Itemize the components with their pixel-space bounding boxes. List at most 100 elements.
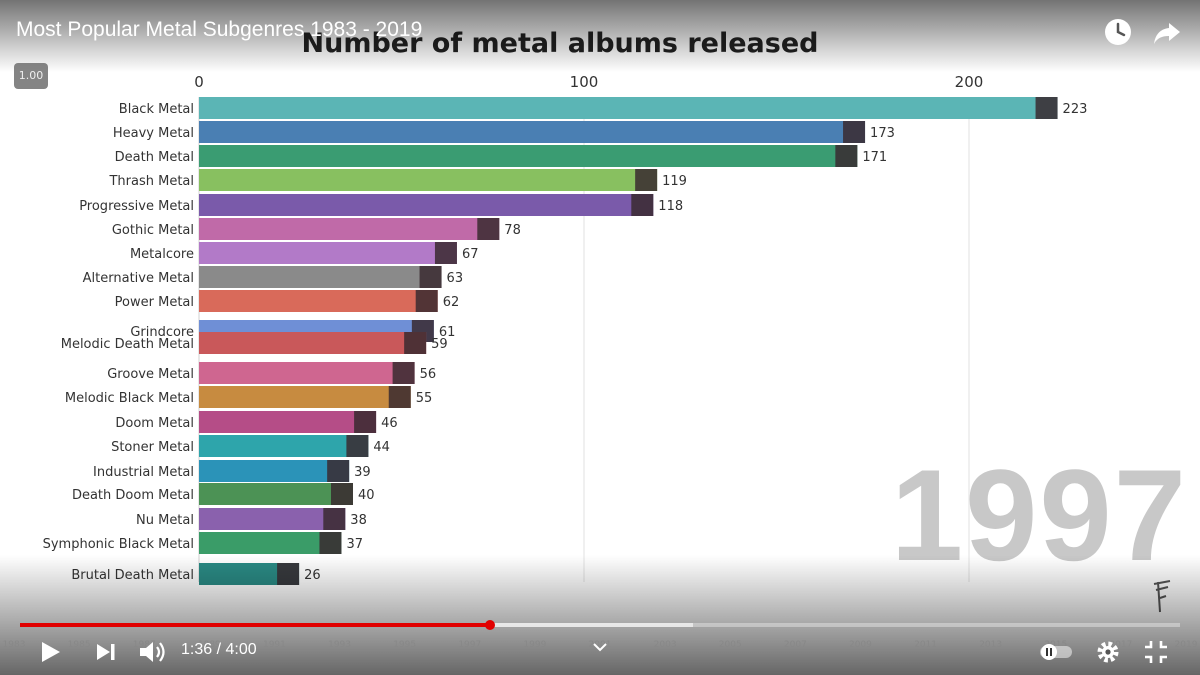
bar-row: Alternative Metal 63: [83, 266, 463, 288]
value-label: 39: [354, 465, 371, 480]
album-thumbnail: [415, 290, 438, 312]
year-watermark: 1997: [890, 442, 1188, 588]
bar-row: Stoner Metal 44: [111, 435, 390, 457]
album-thumbnail: [392, 362, 415, 384]
autoplay-toggle-icon[interactable]: [1036, 638, 1076, 666]
bar-row: Groove Metal 56: [107, 362, 436, 384]
bar-row: Thrash Metal 119: [108, 169, 687, 191]
bar-row: Gothic Metal 78: [112, 218, 521, 240]
category-label: Stoner Metal: [111, 440, 194, 455]
timeline-year: 1995: [393, 640, 417, 650]
bar: [199, 411, 377, 433]
category-label: Industrial Metal: [93, 465, 194, 480]
share-icon[interactable]: [1152, 17, 1182, 47]
video-title[interactable]: Most Popular Metal Subgenres 1983 - 2019: [16, 18, 423, 41]
bar: [199, 218, 500, 240]
value-label: 40: [358, 488, 375, 503]
timeline-year: 1989: [197, 640, 221, 650]
bar: [199, 121, 866, 143]
category-label: Melodic Death Metal: [61, 337, 194, 352]
chevron-down-icon[interactable]: [590, 640, 610, 656]
value-label: 59: [431, 337, 448, 352]
timeline-year: 2003: [653, 640, 677, 650]
bar-row: Symphonic Black Metal 37: [43, 532, 363, 554]
x-tick-label: 200: [955, 73, 984, 91]
bar: [199, 290, 438, 312]
timeline-year: 2011: [914, 640, 937, 650]
next-icon[interactable]: [93, 638, 119, 666]
bar-row: Progressive Metal 118: [79, 194, 683, 216]
speed-badge: 1.00: [14, 63, 48, 89]
timeline-year: 1999: [523, 640, 547, 650]
settings-gear-icon[interactable]: [1094, 638, 1122, 666]
album-thumbnail: [404, 332, 427, 354]
time-display: 1:36 / 4:00: [181, 641, 257, 659]
value-label: 119: [662, 174, 687, 189]
progress-played: [20, 623, 490, 627]
value-label: 67: [462, 247, 479, 262]
bar: [199, 332, 427, 354]
timeline-year-strip: 1983 1985 1987 1989 1991 1993 1995 1997 1999 2001…: [0, 640, 1200, 654]
category-label: Heavy Metal: [113, 126, 194, 141]
clock-icon[interactable]: [1103, 17, 1133, 47]
album-thumbnail: [419, 266, 442, 288]
bar: [199, 460, 350, 482]
timeline-year: 2013: [979, 640, 1003, 650]
timeline-year: 1985: [67, 640, 91, 650]
bar: [199, 435, 369, 457]
album-thumbnail: [434, 242, 457, 264]
category-label: Power Metal: [115, 295, 194, 310]
timeline-year: 2007: [783, 640, 807, 650]
channel-logo-icon: [1153, 580, 1171, 613]
bar-row: Metalcore 67: [130, 242, 479, 264]
timeline-year: 1983: [2, 640, 26, 650]
album-thumbnail: [277, 563, 300, 585]
x-tick-label: 0: [194, 73, 204, 91]
bar: [199, 532, 342, 554]
album-thumbnail: [327, 460, 350, 482]
album-thumbnail: [835, 145, 858, 167]
timeline-year: 2015: [1044, 640, 1068, 650]
bar-row: Doom Metal 46: [115, 411, 398, 433]
bar: [199, 194, 654, 216]
bar: [199, 508, 346, 530]
category-label: Symphonic Black Metal: [43, 537, 194, 552]
time-total: 4:00: [225, 641, 257, 658]
album-thumbnail: [1035, 97, 1058, 119]
album-thumbnail: [388, 386, 411, 408]
play-icon[interactable]: [38, 638, 64, 666]
time-separator: /: [212, 641, 226, 658]
value-label: 61: [439, 325, 456, 340]
bar-row: Heavy Metal 173: [113, 121, 895, 143]
progress-bar[interactable]: [20, 620, 1180, 630]
time-current: 1:36: [181, 641, 213, 658]
value-label: 63: [447, 271, 464, 286]
bar: [199, 242, 457, 264]
exit-fullscreen-icon[interactable]: [1142, 638, 1170, 666]
category-label: Gothic Metal: [112, 223, 194, 238]
timeline-year: 2005: [718, 640, 742, 650]
timeline-year: 2017: [1109, 640, 1133, 650]
category-label: Alternative Metal: [83, 271, 194, 286]
value-label: 78: [504, 223, 521, 238]
category-label: Nu Metal: [136, 513, 194, 528]
category-label: Progressive Metal: [79, 199, 194, 214]
album-thumbnail: [631, 194, 654, 216]
bar: [199, 362, 415, 384]
value-label: 55: [416, 391, 433, 406]
category-label: Death Doom Metal: [72, 488, 194, 503]
bar-row: Nu Metal 38: [136, 508, 367, 530]
bar-row: Death Doom Metal 40: [72, 483, 375, 505]
bar-row: Melodic Black Metal 55: [65, 386, 432, 408]
bar-row: Black Metal 223: [119, 97, 1087, 119]
bar-row: Industrial Metal 39: [93, 460, 371, 482]
category-label: Thrash Metal: [108, 174, 194, 189]
progress-scrubber[interactable]: [484, 620, 495, 630]
x-axis-ticks: 0 100 200: [194, 73, 983, 91]
bar-row: Melodic Death Metal 59: [61, 332, 448, 354]
volume-icon[interactable]: [137, 638, 167, 666]
timeline-year: 2019: [1174, 640, 1198, 650]
timeline-year: 1993: [328, 640, 351, 650]
category-label: Grindcore: [130, 325, 194, 340]
